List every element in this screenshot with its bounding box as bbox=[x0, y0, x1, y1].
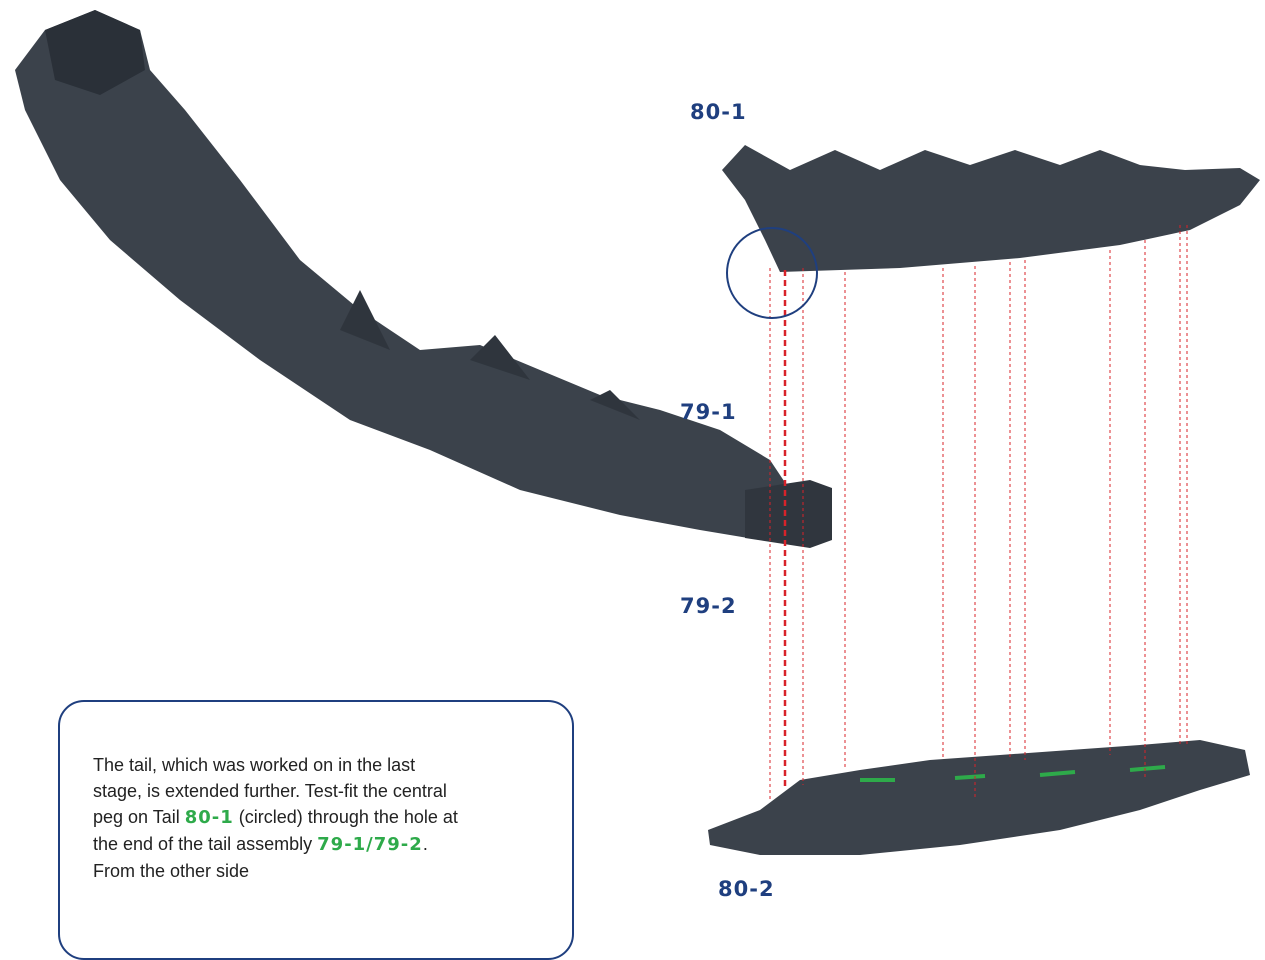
part-top bbox=[722, 145, 1260, 272]
instruction-text: The tail, which was worked on in the las… bbox=[93, 752, 465, 884]
guide-lines bbox=[769, 225, 1188, 800]
part-bottom bbox=[708, 740, 1250, 855]
part-label: 79-2 bbox=[680, 594, 737, 618]
text: The tail, which was worked on in the las… bbox=[93, 755, 447, 827]
highlight-circle bbox=[726, 227, 818, 319]
part-label: 80-2 bbox=[718, 877, 775, 901]
part-ref: 79-1/79-2 bbox=[317, 834, 423, 855]
text: . From the other side bbox=[93, 834, 428, 881]
page: 80-1 79-1 79-2 80-2 The tail, which was … bbox=[15, 10, 1260, 960]
part-ref: 80-1 bbox=[184, 807, 234, 828]
part-label: 80-1 bbox=[690, 100, 747, 124]
green-markers bbox=[860, 765, 1166, 782]
text: (circled) through the hole at the end of… bbox=[93, 807, 458, 854]
part-label: 79-1 bbox=[680, 400, 737, 424]
tail-top bbox=[45, 10, 145, 95]
tail-spikes bbox=[340, 290, 640, 420]
tail-assembly bbox=[15, 10, 790, 540]
illustration bbox=[15, 10, 1260, 855]
peg-block bbox=[745, 480, 832, 548]
